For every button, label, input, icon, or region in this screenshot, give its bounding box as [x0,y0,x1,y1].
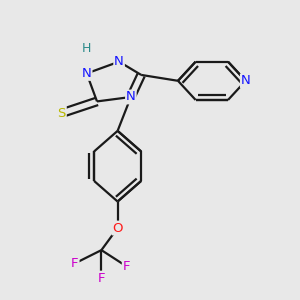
Text: F: F [71,257,79,270]
Text: O: O [112,221,123,235]
Text: F: F [98,272,105,285]
Text: F: F [123,260,130,273]
Text: H: H [82,42,92,55]
Text: N: N [241,74,250,87]
Text: N: N [82,67,92,80]
Text: S: S [58,107,66,120]
Text: N: N [126,91,136,103]
Text: N: N [114,55,124,68]
